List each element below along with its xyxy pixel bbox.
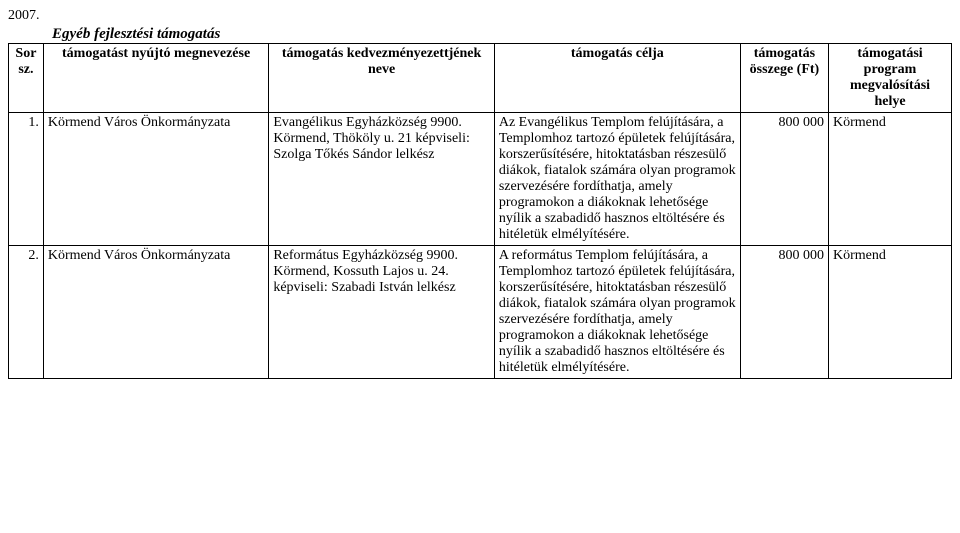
cell-provider: Körmend Város Önkormányzata (43, 113, 269, 246)
data-table: Sor sz. támogatást nyújtó megnevezése tá… (8, 43, 952, 379)
cell-num: 1. (9, 113, 44, 246)
table-header-row: Sor sz. támogatást nyújtó megnevezése tá… (9, 44, 952, 113)
col-provider: támogatást nyújtó megnevezése (43, 44, 269, 113)
col-amount: támogatás összege (Ft) (740, 44, 828, 113)
col-sor: Sor sz. (9, 44, 44, 113)
cell-location: Körmend (828, 113, 951, 246)
table-row: 2. Körmend Város Önkormányzata Reformátu… (9, 246, 952, 379)
year-label: 2007. (8, 8, 952, 24)
col-location: támogatási program megvalósítási helye (828, 44, 951, 113)
cell-beneficiary: Evangélikus Egyházközség 9900. Körmend, … (269, 113, 495, 246)
cell-purpose: A református Templom felújítására, a Tem… (494, 246, 740, 379)
cell-amount: 800 000 (740, 246, 828, 379)
cell-purpose: Az Evangélikus Templom felújítására, a T… (494, 113, 740, 246)
table-row: 1. Körmend Város Önkormányzata Evangélik… (9, 113, 952, 246)
col-beneficiary: támogatás kedvezményezettjének neve (269, 44, 495, 113)
cell-beneficiary: Református Egyházközség 9900. Körmend, K… (269, 246, 495, 379)
cell-num: 2. (9, 246, 44, 379)
section-heading: Egyéb fejlesztési támogatás (8, 26, 952, 43)
cell-amount: 800 000 (740, 113, 828, 246)
cell-location: Körmend (828, 246, 951, 379)
cell-provider: Körmend Város Önkormányzata (43, 246, 269, 379)
col-purpose: támogatás célja (494, 44, 740, 113)
